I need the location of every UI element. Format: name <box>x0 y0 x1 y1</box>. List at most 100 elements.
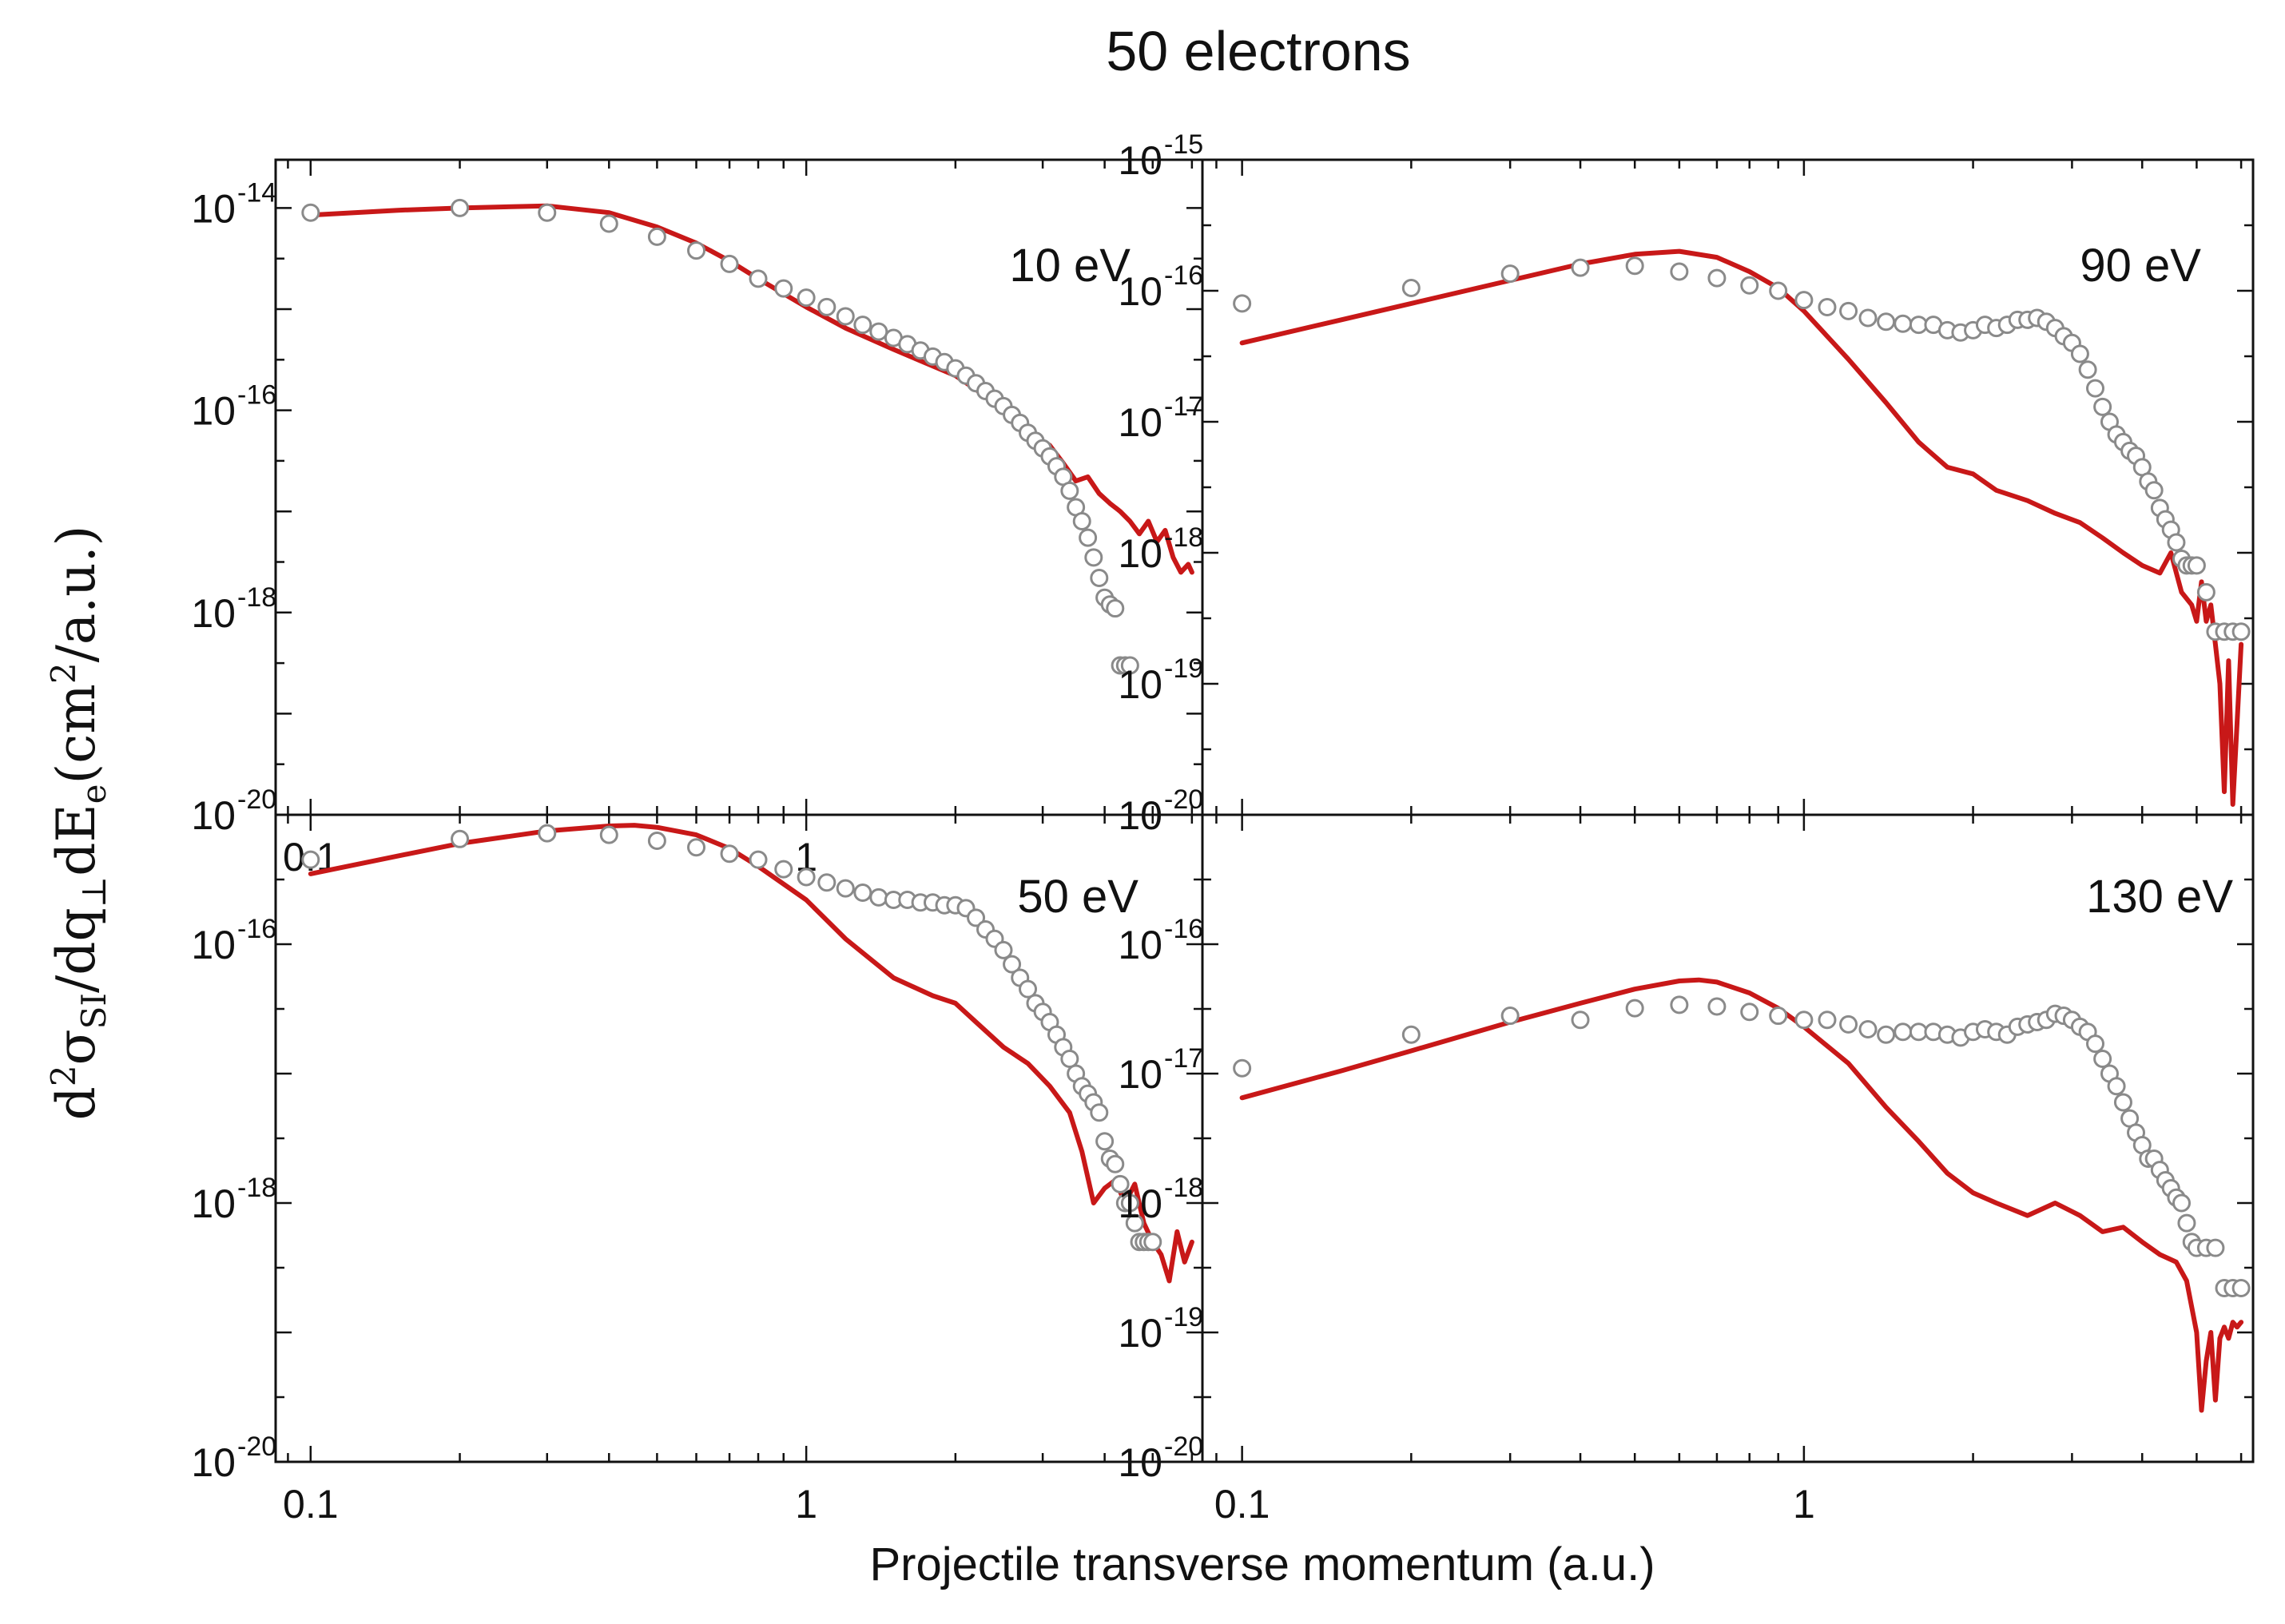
y-tick-exponent: -16 <box>1164 260 1203 291</box>
y-title-unit-open: (cm <box>46 684 107 784</box>
experiment-point <box>853 316 872 335</box>
experiment-point <box>2177 1213 2196 1233</box>
experiment-point <box>1571 1011 1590 1030</box>
experiment-point <box>2196 582 2215 602</box>
experiment-point <box>1143 1233 1162 1252</box>
y-tick-label: 10 <box>1118 1181 1162 1226</box>
y-tick-exponent: -15 <box>1164 129 1203 160</box>
y-tick-exponent: -19 <box>1164 1302 1203 1332</box>
experiment-point <box>720 844 739 864</box>
y-tick-exponent: -19 <box>1164 653 1203 684</box>
y-tick-exponent: -16 <box>237 380 276 411</box>
y-tick-label: 10 <box>191 793 236 838</box>
experiment-point <box>687 241 706 260</box>
experiment-point <box>720 254 739 273</box>
y-tick-label: 10 <box>1118 662 1162 707</box>
experiment-point <box>869 322 888 341</box>
y-tick-exponent: -20 <box>1164 1431 1203 1462</box>
experiment-point <box>797 868 816 887</box>
y-title-sub-perp: ⊥ <box>74 876 113 908</box>
experiment-point <box>2206 1238 2225 1257</box>
panel-10ev-label: 10 eV <box>1009 240 1131 292</box>
experiment-point <box>2172 1193 2192 1213</box>
experiment-point <box>1670 995 1689 1015</box>
experiment-point <box>538 824 557 843</box>
y-tick-exponent: -16 <box>1164 914 1203 944</box>
y-tick-label: 10 <box>191 1440 236 1485</box>
experiment-point <box>1818 297 1837 316</box>
experiment-point <box>1500 1007 1520 1026</box>
experiment-point <box>1707 997 1727 1016</box>
y-tick-label: 10 <box>191 1181 236 1226</box>
experiment-point <box>599 214 618 233</box>
experiment-point <box>2231 622 2251 641</box>
experiment-point <box>2144 481 2164 500</box>
y-title-de: dE <box>46 804 107 876</box>
experiment-point <box>1233 294 1252 313</box>
y-tick-exponent: -18 <box>237 1173 276 1203</box>
y-tick-label: 10 <box>191 591 236 636</box>
x-axis-title: Projectile transverse momentum (a.u.) <box>869 1539 1655 1590</box>
experiment-point <box>1079 528 1098 547</box>
experiment-point <box>1769 281 1788 300</box>
experiment-point <box>1839 301 1858 320</box>
panel-130ev-label: 130 eV <box>2086 871 2233 923</box>
experiment-point <box>869 887 888 907</box>
experiment-point <box>1120 656 1139 675</box>
y-title-sigma: σ <box>46 1029 107 1065</box>
experiment-point <box>1106 599 1125 618</box>
experiment-point <box>1740 1003 1759 1022</box>
experiment-point <box>2078 360 2097 379</box>
experiment-point <box>836 307 855 326</box>
experiment-point <box>301 203 320 222</box>
experiment-point <box>1794 291 1814 310</box>
y-tick-exponent: -20 <box>1164 784 1203 815</box>
experiment-point <box>774 279 793 298</box>
experiment-point <box>1060 1050 1079 1069</box>
y-tick-exponent: -18 <box>237 582 276 613</box>
experiment-point <box>2107 1077 2126 1096</box>
y-tick-exponent: -17 <box>1164 391 1203 422</box>
experiment-point <box>1794 1011 1814 1030</box>
experiment-point <box>1670 262 1689 281</box>
experiment-point <box>1707 268 1727 288</box>
experiment-point <box>817 873 837 892</box>
y-tick-label: 10 <box>1118 138 1162 183</box>
x-tick-label: 1 <box>795 1482 817 1527</box>
experiment-point <box>1894 1022 1913 1042</box>
experiment-point <box>1125 1213 1144 1233</box>
experiment-point <box>2093 397 2112 416</box>
experiment-point <box>1120 1193 1139 1213</box>
experiment-point <box>1401 279 1421 298</box>
experiment-point <box>301 850 320 869</box>
y-title-dq: /dq <box>46 907 107 993</box>
y-tick-exponent: -20 <box>237 1431 276 1462</box>
experiment-point <box>749 850 768 869</box>
experiment-point <box>797 288 816 308</box>
experiment-point <box>2070 344 2089 363</box>
experiment-point <box>1090 1103 1109 1122</box>
experiment-point <box>1084 548 1103 567</box>
experiment-point <box>1839 1015 1858 1034</box>
y-tick-exponent: -16 <box>237 914 276 944</box>
experiment-point <box>1858 308 1878 328</box>
y-tick-label: 10 <box>1118 1052 1162 1097</box>
experiment-point <box>2086 1034 2105 1054</box>
y-tick-label: 10 <box>1118 531 1162 576</box>
experiment-point <box>1894 314 1913 333</box>
experiment-point <box>1401 1025 1421 1044</box>
theory-curve <box>1239 977 2244 1413</box>
experiment-point <box>2113 1093 2132 1112</box>
experiment-point <box>1003 955 1022 974</box>
experiment-point <box>599 825 618 844</box>
y-tick-label: 10 <box>1118 269 1162 314</box>
experiment-point <box>647 227 666 246</box>
experiment-point <box>994 940 1013 959</box>
experiment-point <box>2231 1279 2251 1298</box>
experiment-point <box>451 198 470 217</box>
